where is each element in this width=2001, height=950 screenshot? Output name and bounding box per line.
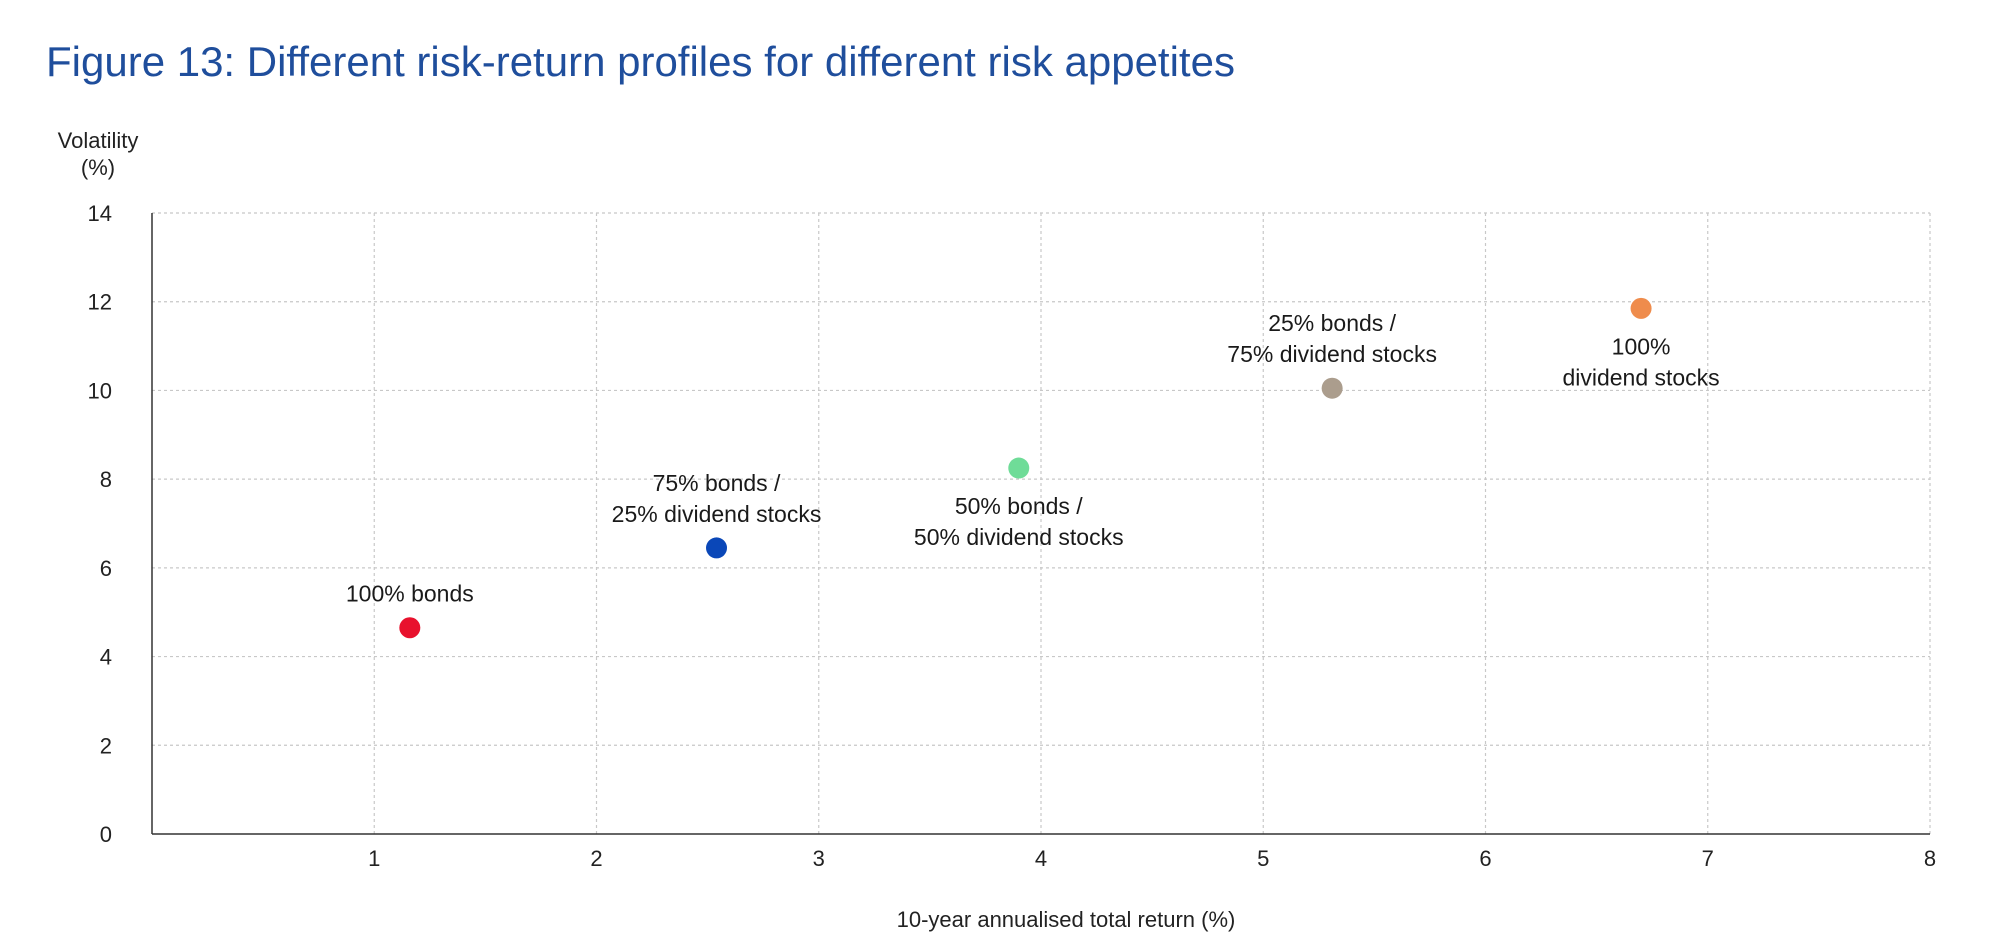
scatter-point (1008, 457, 1030, 479)
y-tick-label: 2 (100, 733, 112, 758)
chart-title: Figure 13: Different risk-return profile… (46, 38, 1235, 85)
scatter-point (1321, 377, 1343, 399)
x-tick-label: 2 (590, 846, 602, 871)
point-label: 100% dividend stocks (1562, 333, 1719, 390)
x-tick-label: 3 (813, 846, 825, 871)
point-label: 25% bonds /75% dividend stocks (1227, 310, 1437, 367)
x-tick-label: 4 (1035, 846, 1047, 871)
point-label: 50% bonds /50% dividend stocks (914, 493, 1124, 550)
y-tick-label: 14 (88, 201, 112, 226)
axes (151, 213, 1930, 835)
point-label: 75% bonds /25% dividend stocks (612, 470, 822, 527)
x-tick-label: 5 (1257, 846, 1269, 871)
point-label: 100% bonds (346, 581, 474, 607)
y-tick-label: 10 (88, 378, 112, 403)
x-tick-label: 6 (1479, 846, 1491, 871)
y-tick-label: 0 (100, 822, 112, 847)
y-axis-label: Volatility (%) (58, 128, 139, 180)
x-axis-label: 10-year annualised total return (%) (897, 907, 1236, 932)
y-tick-label: 4 (100, 645, 112, 670)
y-tick-label: 8 (100, 467, 112, 492)
y-tick-label: 12 (88, 290, 112, 315)
x-tick-label: 8 (1924, 846, 1936, 871)
y-tick-label: 6 (100, 556, 112, 581)
x-tick-label: 7 (1702, 846, 1714, 871)
data-points (399, 297, 1652, 639)
point-labels: 100% bonds 75% bonds /25% dividend stocks… (346, 310, 1720, 607)
x-tick-label: 1 (368, 846, 380, 871)
scatter-point (399, 617, 421, 639)
scatter-point (706, 537, 728, 559)
scatter-point (1630, 297, 1652, 319)
axis-labels: 10-year annualised total return (%) Volat… (58, 128, 1236, 932)
gridlines (152, 212, 1931, 834)
